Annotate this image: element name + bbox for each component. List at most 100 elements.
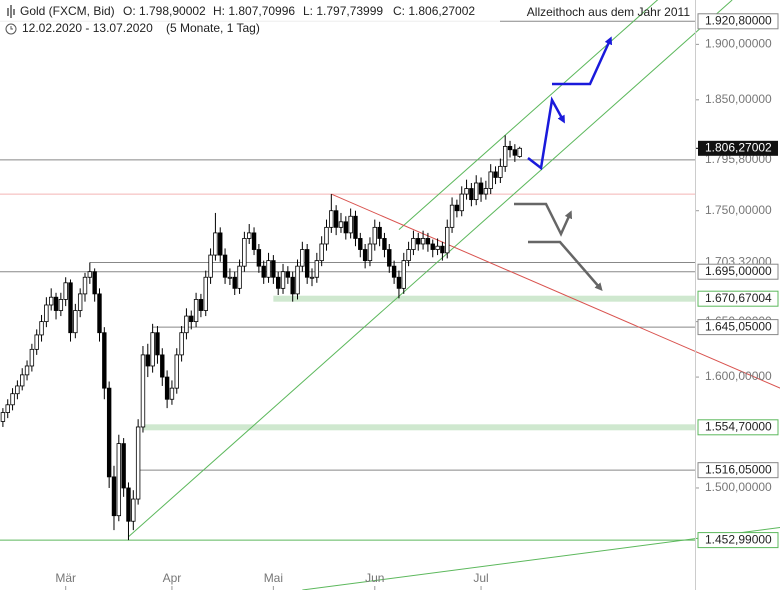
candle-body [362,249,368,262]
candles [0,135,522,541]
candle-body [82,276,88,295]
candle-body [198,299,204,311]
period: (5 Monate, 1 Tag) [166,21,260,35]
level-label: 1.645,05000 [705,319,772,333]
candle-body [232,276,237,289]
x-tick-label: Jul [473,571,488,585]
y-tick-label: 1.600,00000 [705,369,772,383]
candle-body [63,282,68,300]
candle-body [251,232,257,250]
level-label: 1.695,00000 [705,264,772,278]
header-icon [5,5,17,35]
candle-body [222,254,228,278]
level-label-box [697,419,779,436]
candle-body [121,443,126,489]
candle-body [416,238,421,245]
candle-body [372,226,377,245]
candle-body [0,412,6,422]
trendlines [128,0,780,590]
level-label-box [697,532,779,549]
candle-body [469,188,474,201]
axis: 1.900,000001.850,000001.750,000001.650,0… [55,0,779,590]
candle-body [348,215,353,234]
level-label: 1.670,67004 [705,291,772,305]
candle-body [53,296,59,311]
candle-body [406,249,411,262]
candle-body [333,210,339,228]
y-tick-label: 1.750,00000 [705,203,772,217]
arrow-down-gray [528,240,603,292]
candle-body [382,238,387,250]
candle-body [58,299,64,311]
candle-body [189,315,194,323]
candle-body [247,232,252,239]
candle-body [391,265,397,278]
candle-body [445,226,450,254]
candle-body [338,221,344,228]
candle-body [208,254,213,278]
candle-body [87,271,93,278]
candle-body [39,321,44,336]
candle-body [459,193,464,212]
candle-body [131,498,136,522]
candle-body [92,271,97,295]
candle-body [111,476,117,517]
candle-body [237,265,242,289]
candle-body [396,276,402,289]
candle-body [367,243,373,262]
candle-body [314,260,320,278]
candle-body [483,188,489,195]
x-tick-label: Jun [365,571,384,585]
candle-body [430,243,435,250]
title: Gold (FXCM, Bid) [20,4,115,18]
level-label: 1.516,05000 [705,462,772,476]
candle-body [106,387,112,478]
level-label-box [697,263,779,280]
candle-body [126,487,131,522]
high-label: H: 1.807,70996 [213,4,295,18]
candle-body [449,204,455,228]
level-label-box [697,13,779,30]
candle-body [73,310,78,334]
candle-body [309,276,315,279]
candle-body [319,243,324,262]
candle-body [218,232,223,256]
candle-body [512,149,518,156]
candle-body [420,238,426,245]
level-label: 1.554,70000 [705,419,772,433]
close-label: C: 1.806,27002 [393,4,475,18]
candle-body [304,249,310,278]
candle-body [20,374,25,387]
candle-body [454,204,460,212]
candle-body [324,226,329,245]
candle-body [464,188,469,195]
candle-body [97,293,102,334]
candle-body [135,426,141,500]
y-tick-label: 1.850,00000 [705,92,772,106]
candle-body [285,271,291,278]
candle-body [517,147,522,157]
candle-body [10,393,15,406]
level-label-box [697,462,779,479]
x-tick-label: Apr [163,571,182,585]
arrows [514,36,612,292]
candle-body [343,221,349,234]
last-label: 1.806,27002 [705,140,772,154]
candle-body [488,171,493,189]
annotation: Allzeithoch aus dem Jahr 2011 [527,5,691,19]
level-label-box [697,290,779,307]
candle-body [358,238,363,250]
candle-body [290,276,295,295]
level-label-box [697,319,779,336]
trendline [331,193,780,389]
candle-body [425,238,431,245]
candle-body [227,276,233,279]
candle-body [329,210,334,228]
candle-body [507,145,513,151]
y-tick-label: 1.900,00000 [705,37,772,51]
candle-body [179,332,184,356]
y-tick-label: 1.500,00000 [705,480,772,494]
low-label: L: 1.797,73999 [303,4,383,18]
candle-body [478,182,484,195]
